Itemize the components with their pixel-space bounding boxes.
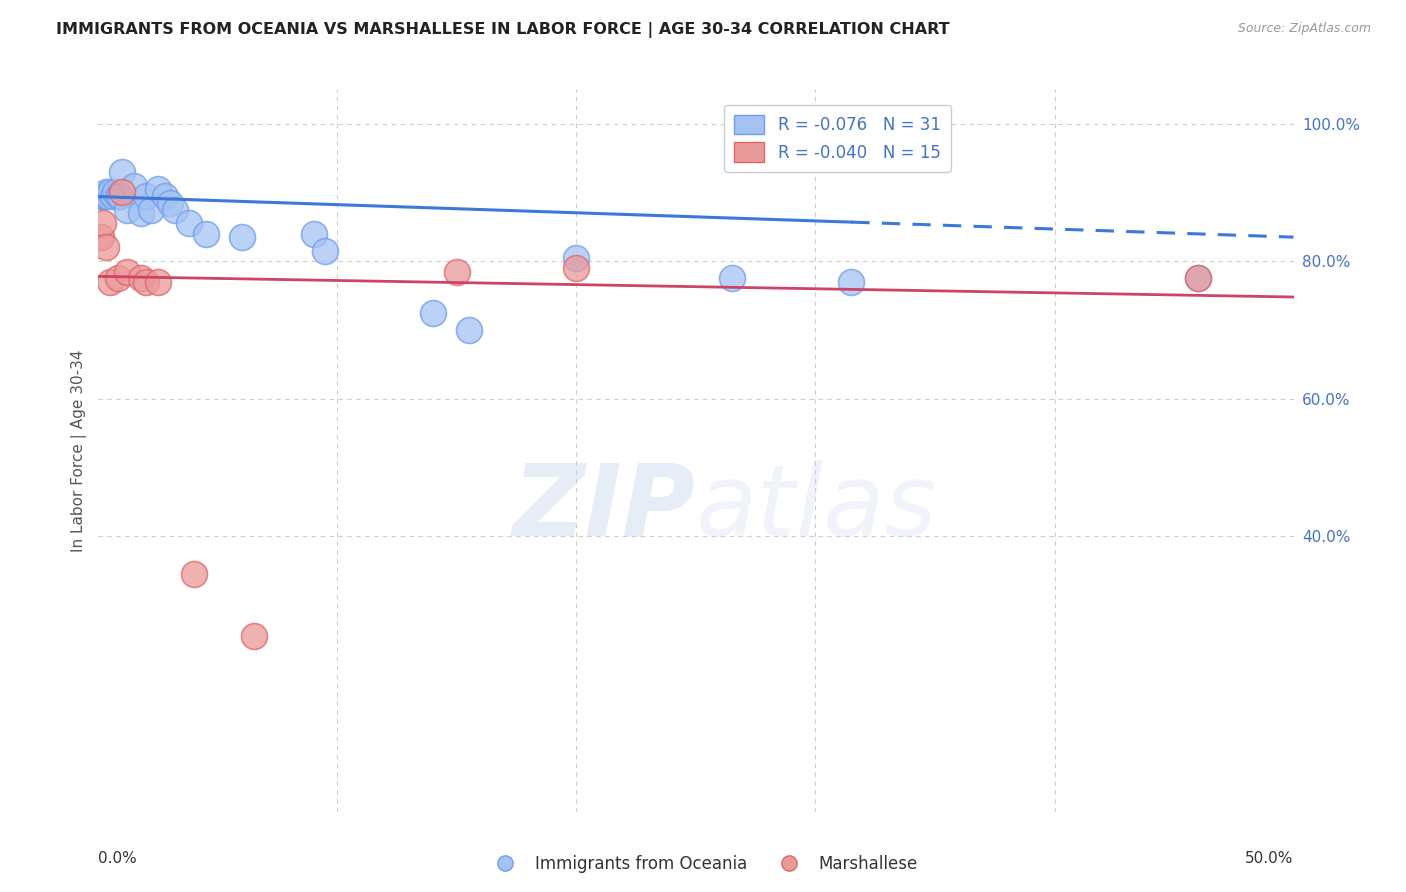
Point <box>97 189 120 203</box>
Point <box>446 264 468 278</box>
Text: atlas: atlas <box>696 459 938 557</box>
Point <box>94 189 117 203</box>
Point <box>104 186 127 200</box>
Point <box>115 264 138 278</box>
Point <box>195 227 218 241</box>
Text: Source: ZipAtlas.com: Source: ZipAtlas.com <box>1237 22 1371 36</box>
Point <box>243 629 266 643</box>
Point <box>1187 271 1209 285</box>
Text: 0.0%: 0.0% <box>98 852 138 866</box>
Point <box>108 189 131 203</box>
Point <box>111 165 134 179</box>
Point <box>721 271 744 285</box>
Point <box>422 306 444 320</box>
Point <box>179 216 201 230</box>
Point <box>131 206 153 220</box>
Point <box>841 275 863 289</box>
Point <box>115 202 138 217</box>
Point <box>90 189 112 203</box>
Point <box>315 244 337 258</box>
Point <box>98 275 122 289</box>
Point <box>135 275 157 289</box>
Point <box>107 271 129 285</box>
Point <box>163 202 186 217</box>
Point <box>131 271 153 285</box>
Point <box>135 189 157 203</box>
Point <box>565 251 588 265</box>
Text: ZIP: ZIP <box>513 459 696 557</box>
Point <box>91 189 114 203</box>
Point <box>101 189 124 203</box>
Point <box>107 189 129 203</box>
Y-axis label: In Labor Force | Age 30-34: In Labor Force | Age 30-34 <box>72 349 87 552</box>
Point <box>302 227 325 241</box>
Text: IMMIGRANTS FROM OCEANIA VS MARSHALLESE IN LABOR FORCE | AGE 30-34 CORRELATION CH: IMMIGRANTS FROM OCEANIA VS MARSHALLESE I… <box>56 22 950 38</box>
Text: 50.0%: 50.0% <box>1246 852 1294 866</box>
Point <box>90 230 112 244</box>
Point <box>183 567 205 582</box>
Point <box>98 186 122 200</box>
Legend: Immigrants from Oceania, Marshallese: Immigrants from Oceania, Marshallese <box>481 848 925 880</box>
Point <box>111 186 134 200</box>
Point <box>91 216 114 230</box>
Point <box>159 195 181 210</box>
Point <box>124 178 146 193</box>
Point <box>148 275 170 289</box>
Legend: R = -0.076   N = 31, R = -0.040   N = 15: R = -0.076 N = 31, R = -0.040 N = 15 <box>724 104 950 171</box>
Point <box>148 182 170 196</box>
Point <box>94 240 117 254</box>
Point <box>231 230 253 244</box>
Point <box>458 323 481 337</box>
Point <box>565 261 588 276</box>
Point <box>94 186 117 200</box>
Point <box>139 202 162 217</box>
Point <box>155 189 177 203</box>
Point <box>1187 271 1209 285</box>
